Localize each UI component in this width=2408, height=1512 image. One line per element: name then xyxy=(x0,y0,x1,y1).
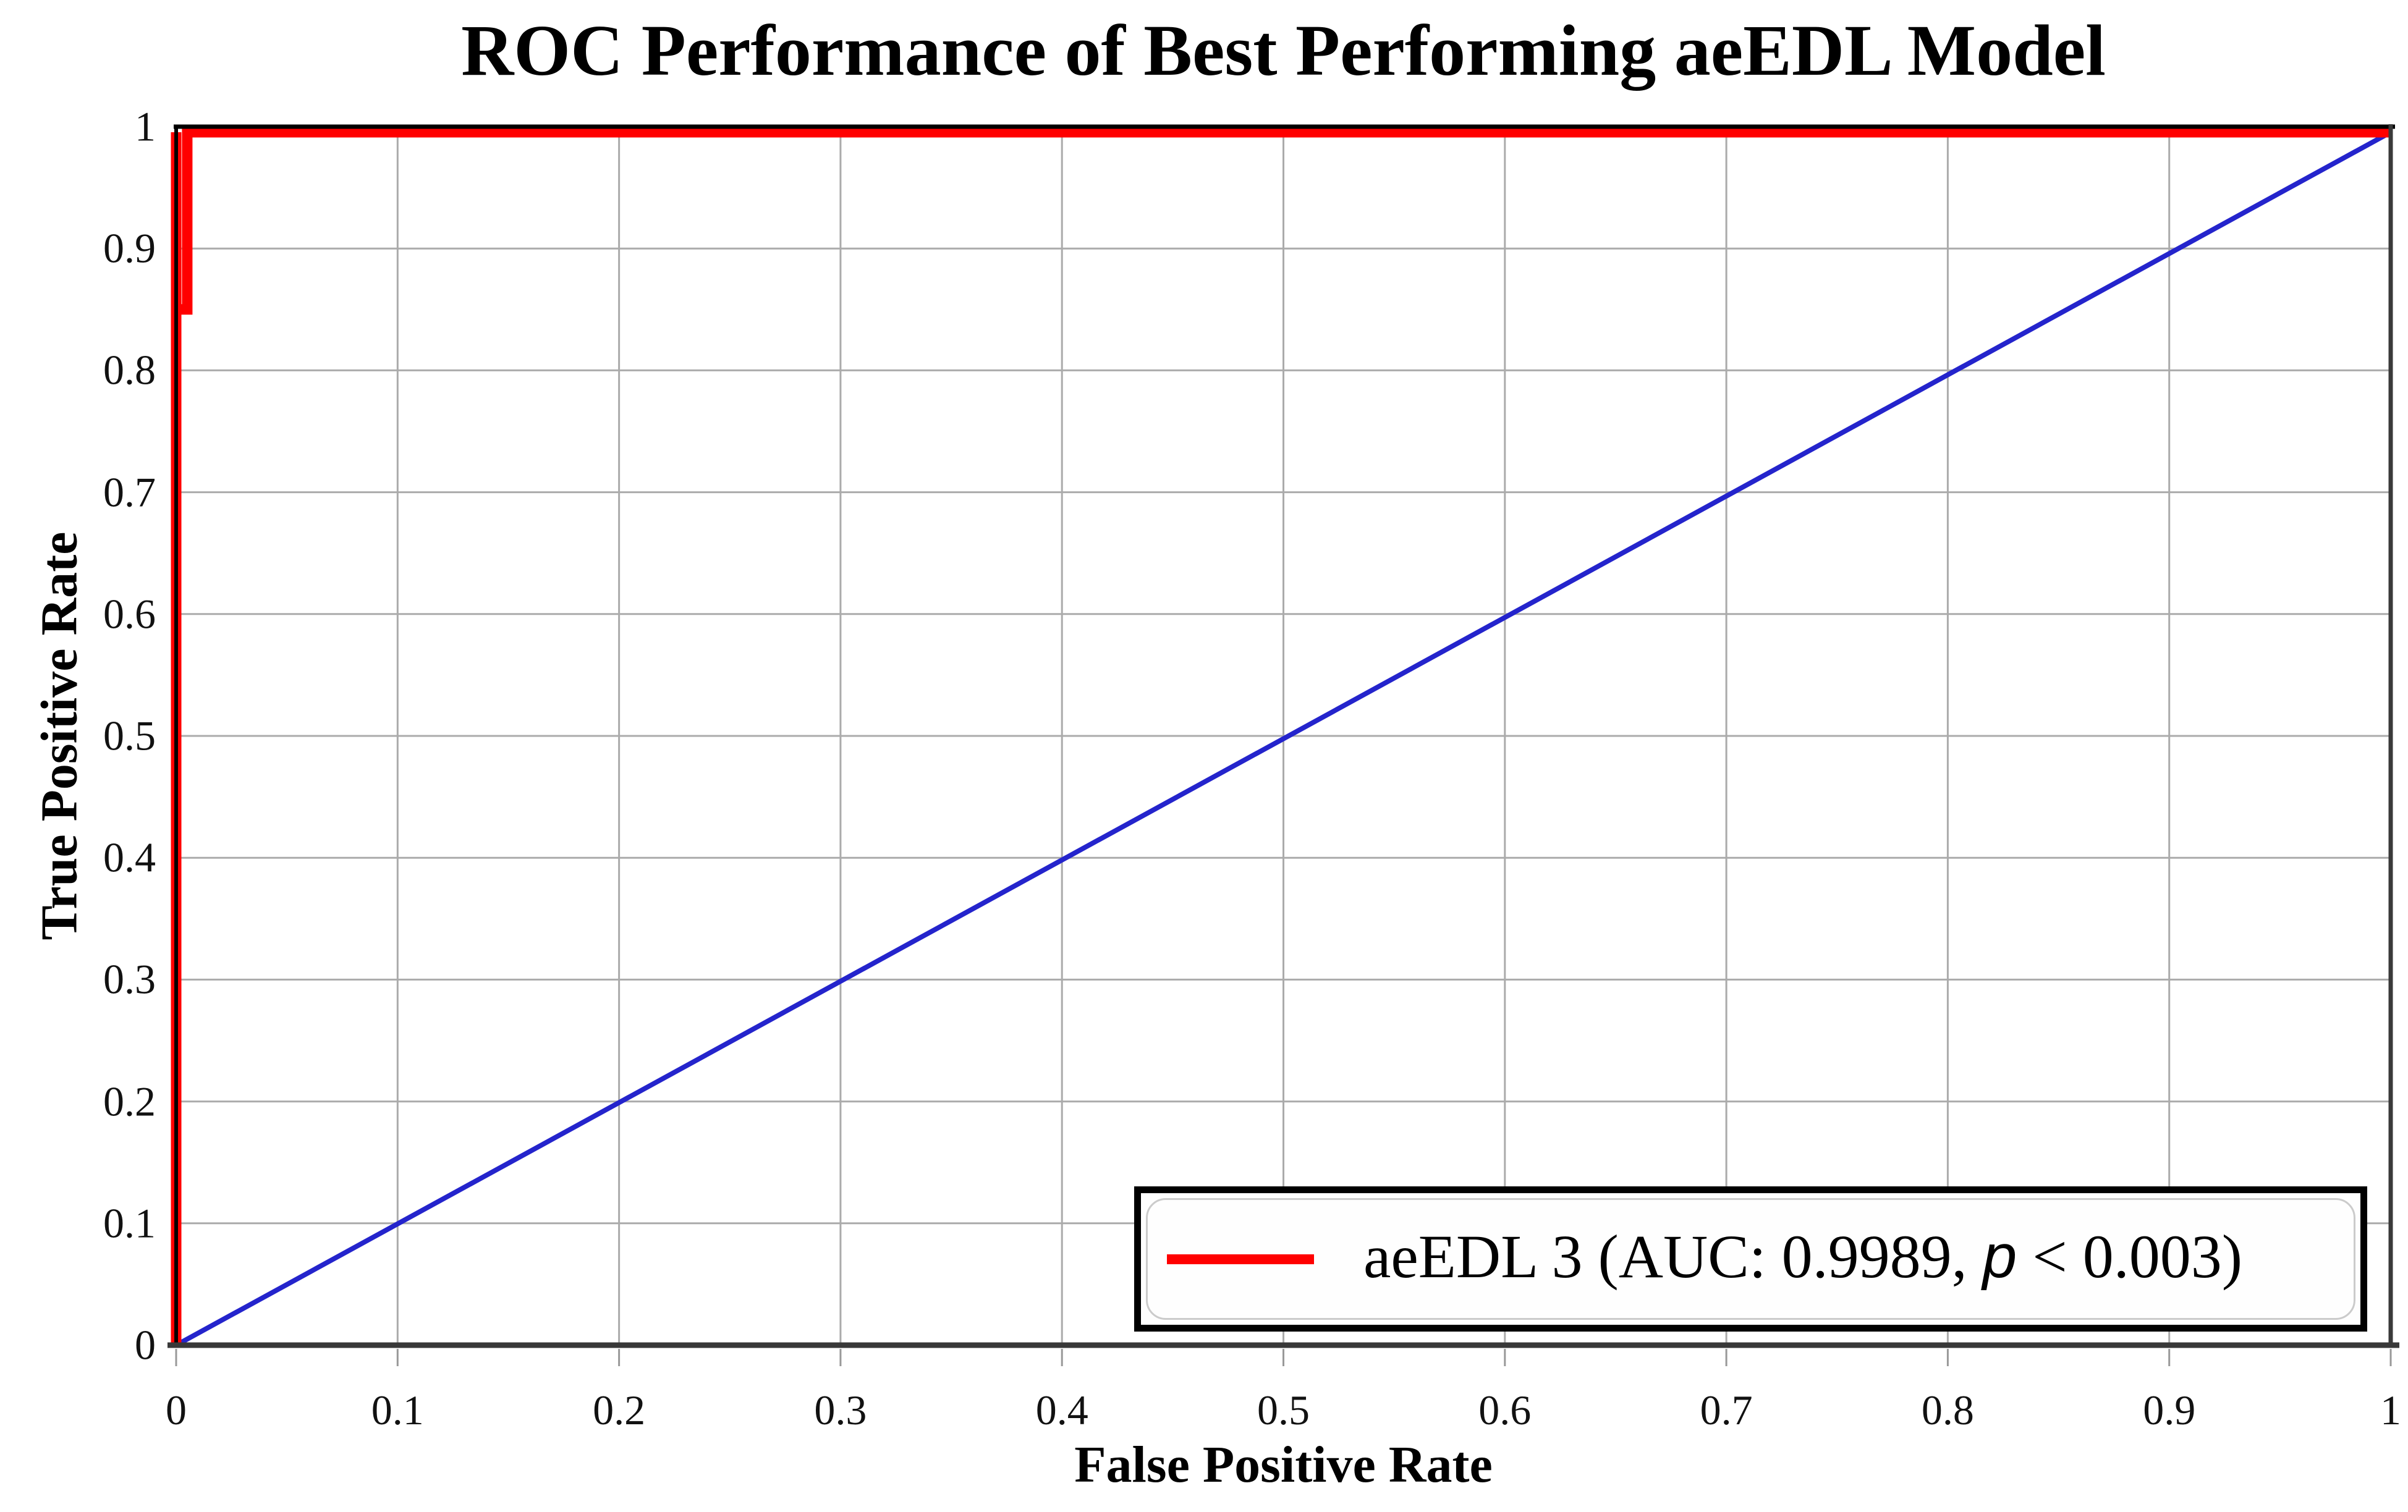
chance-diagonal-line xyxy=(175,130,2392,1348)
legend: aeEDL 3 (AUC: 0.9989, p < 0.003) xyxy=(1134,1186,2367,1332)
legend-label-pre: aeEDL 3 (AUC: 0.9989, xyxy=(1363,1222,1983,1291)
x-tick-label: 0.9 xyxy=(2143,1387,2196,1434)
y-tick-label: 1 xyxy=(135,103,156,150)
y-tick-label: 0.7 xyxy=(103,468,156,516)
y-tick-label: 0.8 xyxy=(103,346,156,394)
x-tick-label: 0 xyxy=(166,1387,187,1434)
y-tick-label: 0.6 xyxy=(103,590,156,638)
y-tick-label: 0.1 xyxy=(103,1199,156,1247)
x-tick-label: 1 xyxy=(2380,1387,2401,1434)
x-tick-label: 0.8 xyxy=(1921,1387,1974,1434)
x-tick-label: 0.7 xyxy=(1700,1387,1753,1434)
y-tick-label: 0.5 xyxy=(103,712,156,759)
legend-line-swatch xyxy=(1167,1254,1314,1264)
y-tick-label: 0.9 xyxy=(103,224,156,272)
x-tick-label: 0.6 xyxy=(1478,1387,1532,1434)
x-tick-label: 0.2 xyxy=(593,1387,646,1434)
x-axis-label: False Positive Rate xyxy=(1074,1436,1493,1493)
y-tick-label: 0.3 xyxy=(103,955,156,1003)
legend-entry-label: aeEDL 3 (AUC: 0.9989, p < 0.003) xyxy=(1363,1225,2242,1293)
chart-title: ROC Performance of Best Performing aeEDL… xyxy=(461,10,2106,91)
x-tick-label: 0.4 xyxy=(1035,1387,1088,1434)
legend-p-symbol: p xyxy=(1982,1222,2017,1291)
x-tick-label: 0.5 xyxy=(1257,1387,1310,1434)
y-tick-label: 0 xyxy=(135,1321,156,1369)
x-tick-label: 0.1 xyxy=(371,1387,424,1434)
legend-label-post: < 0.003) xyxy=(2017,1222,2242,1291)
x-tick-label: 0.3 xyxy=(814,1387,867,1434)
y-tick-label: 0.4 xyxy=(103,834,156,881)
y-tick-label: 0.2 xyxy=(103,1078,156,1125)
